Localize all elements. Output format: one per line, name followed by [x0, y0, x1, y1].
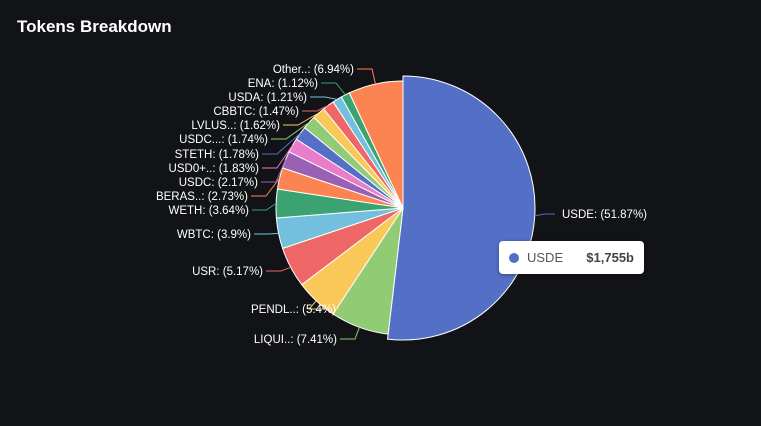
chart-title: Tokens Breakdown	[17, 17, 172, 36]
leader-line-usda	[310, 96, 338, 100]
leader-line-usdc	[261, 159, 286, 183]
tooltip-series-dot	[509, 252, 519, 263]
leader-line-wbtc	[254, 232, 279, 235]
slice-label-usdc: USDC...: (1.74%)	[179, 134, 268, 146]
leader-line-other	[357, 68, 376, 85]
leader-line-steth	[262, 132, 301, 155]
chart-tooltip: USDE $1,755b	[499, 241, 644, 274]
slice-label-wbtc: WBTC: (3.9%)	[177, 229, 251, 241]
slice-label-pendl: PENDL..: (5.4%)	[251, 304, 336, 316]
leader-line-lvlus	[283, 112, 319, 126]
leader-line-weth	[252, 203, 277, 211]
slice-label-usdc: USDC: (2.17%)	[179, 177, 258, 189]
slice-label-usda: USDA: (1.21%)	[228, 92, 307, 104]
tooltip-series-value: $1,755b	[586, 250, 634, 265]
slice-label-steth: STETH: (1.78%)	[175, 149, 260, 161]
leader-line-liqui	[340, 327, 360, 340]
pie-slice-usde[interactable]	[387, 75, 536, 341]
leader-line-usdc	[271, 121, 310, 140]
slice-label-other: Other..: (6.94%)	[273, 64, 354, 76]
slice-label-lvlus: LVLUS..: (1.62%)	[191, 120, 280, 132]
leader-line-usd0	[262, 145, 293, 169]
leader-line-usde	[534, 213, 555, 217]
tooltip-series-name: USDE	[527, 250, 564, 265]
leader-line-ena	[321, 82, 346, 96]
slice-label-usd0: USD0+..: (1.83%)	[169, 163, 260, 175]
slice-label-weth: WETH: (3.64%)	[168, 205, 249, 217]
pie-slice-other[interactable]	[348, 80, 404, 209]
slice-label-beras: BERAS..: (2.73%)	[156, 191, 248, 203]
slice-label-usde: USDE: (51.87%)	[562, 209, 647, 221]
slice-label-usr: USR: (5.17%)	[192, 266, 263, 278]
leader-line-beras	[251, 177, 280, 197]
slice-label-cbbtc: CBBTC: (1.47%)	[213, 106, 299, 118]
slice-label-ena: ENA: (1.12%)	[248, 78, 318, 90]
leader-line-pendl	[308, 300, 339, 310]
leader-line-usr	[266, 266, 291, 272]
slice-label-liqui: LIQUI..: (7.41%)	[254, 334, 337, 346]
leader-line-cbbtc	[302, 104, 329, 112]
